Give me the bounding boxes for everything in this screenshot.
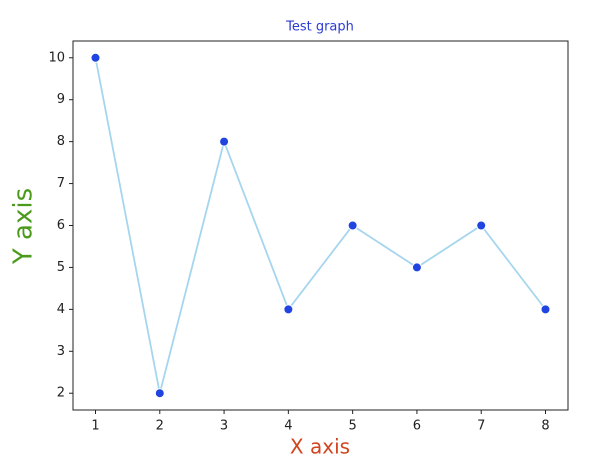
x-tick-label: 1	[91, 419, 99, 434]
y-axis-label: Y axis	[9, 188, 39, 265]
x-tick-label: 7	[477, 419, 485, 434]
y-tick-label: 2	[57, 386, 65, 401]
y-tick-label: 7	[57, 176, 65, 191]
y-tick-label: 4	[57, 302, 65, 317]
x-tick-label: 3	[220, 419, 228, 434]
data-point	[154, 388, 165, 399]
y-tick-label: 5	[57, 260, 65, 275]
data-point	[411, 262, 422, 273]
data-line	[94, 57, 547, 394]
y-tick-label: 6	[57, 218, 65, 233]
plot-frame	[72, 40, 569, 411]
x-axis-label: X axis	[290, 435, 350, 459]
x-tick-label: 5	[349, 419, 357, 434]
chart-title: Test graph	[285, 20, 354, 35]
data-point	[347, 220, 358, 231]
data-point	[90, 52, 101, 63]
y-tick-label: 8	[57, 134, 65, 149]
data-point	[540, 304, 551, 315]
x-tick-label: 4	[284, 419, 292, 434]
x-tick-label: 8	[541, 419, 549, 434]
y-tick-label: 3	[57, 344, 65, 359]
data-point	[283, 304, 294, 315]
y-tick-label: 10	[48, 50, 65, 65]
y-tick-label: 9	[57, 92, 65, 107]
x-tick-label: 2	[156, 419, 164, 434]
data-point	[476, 220, 487, 231]
x-tick-label: 6	[413, 419, 421, 434]
data-point	[219, 136, 230, 147]
